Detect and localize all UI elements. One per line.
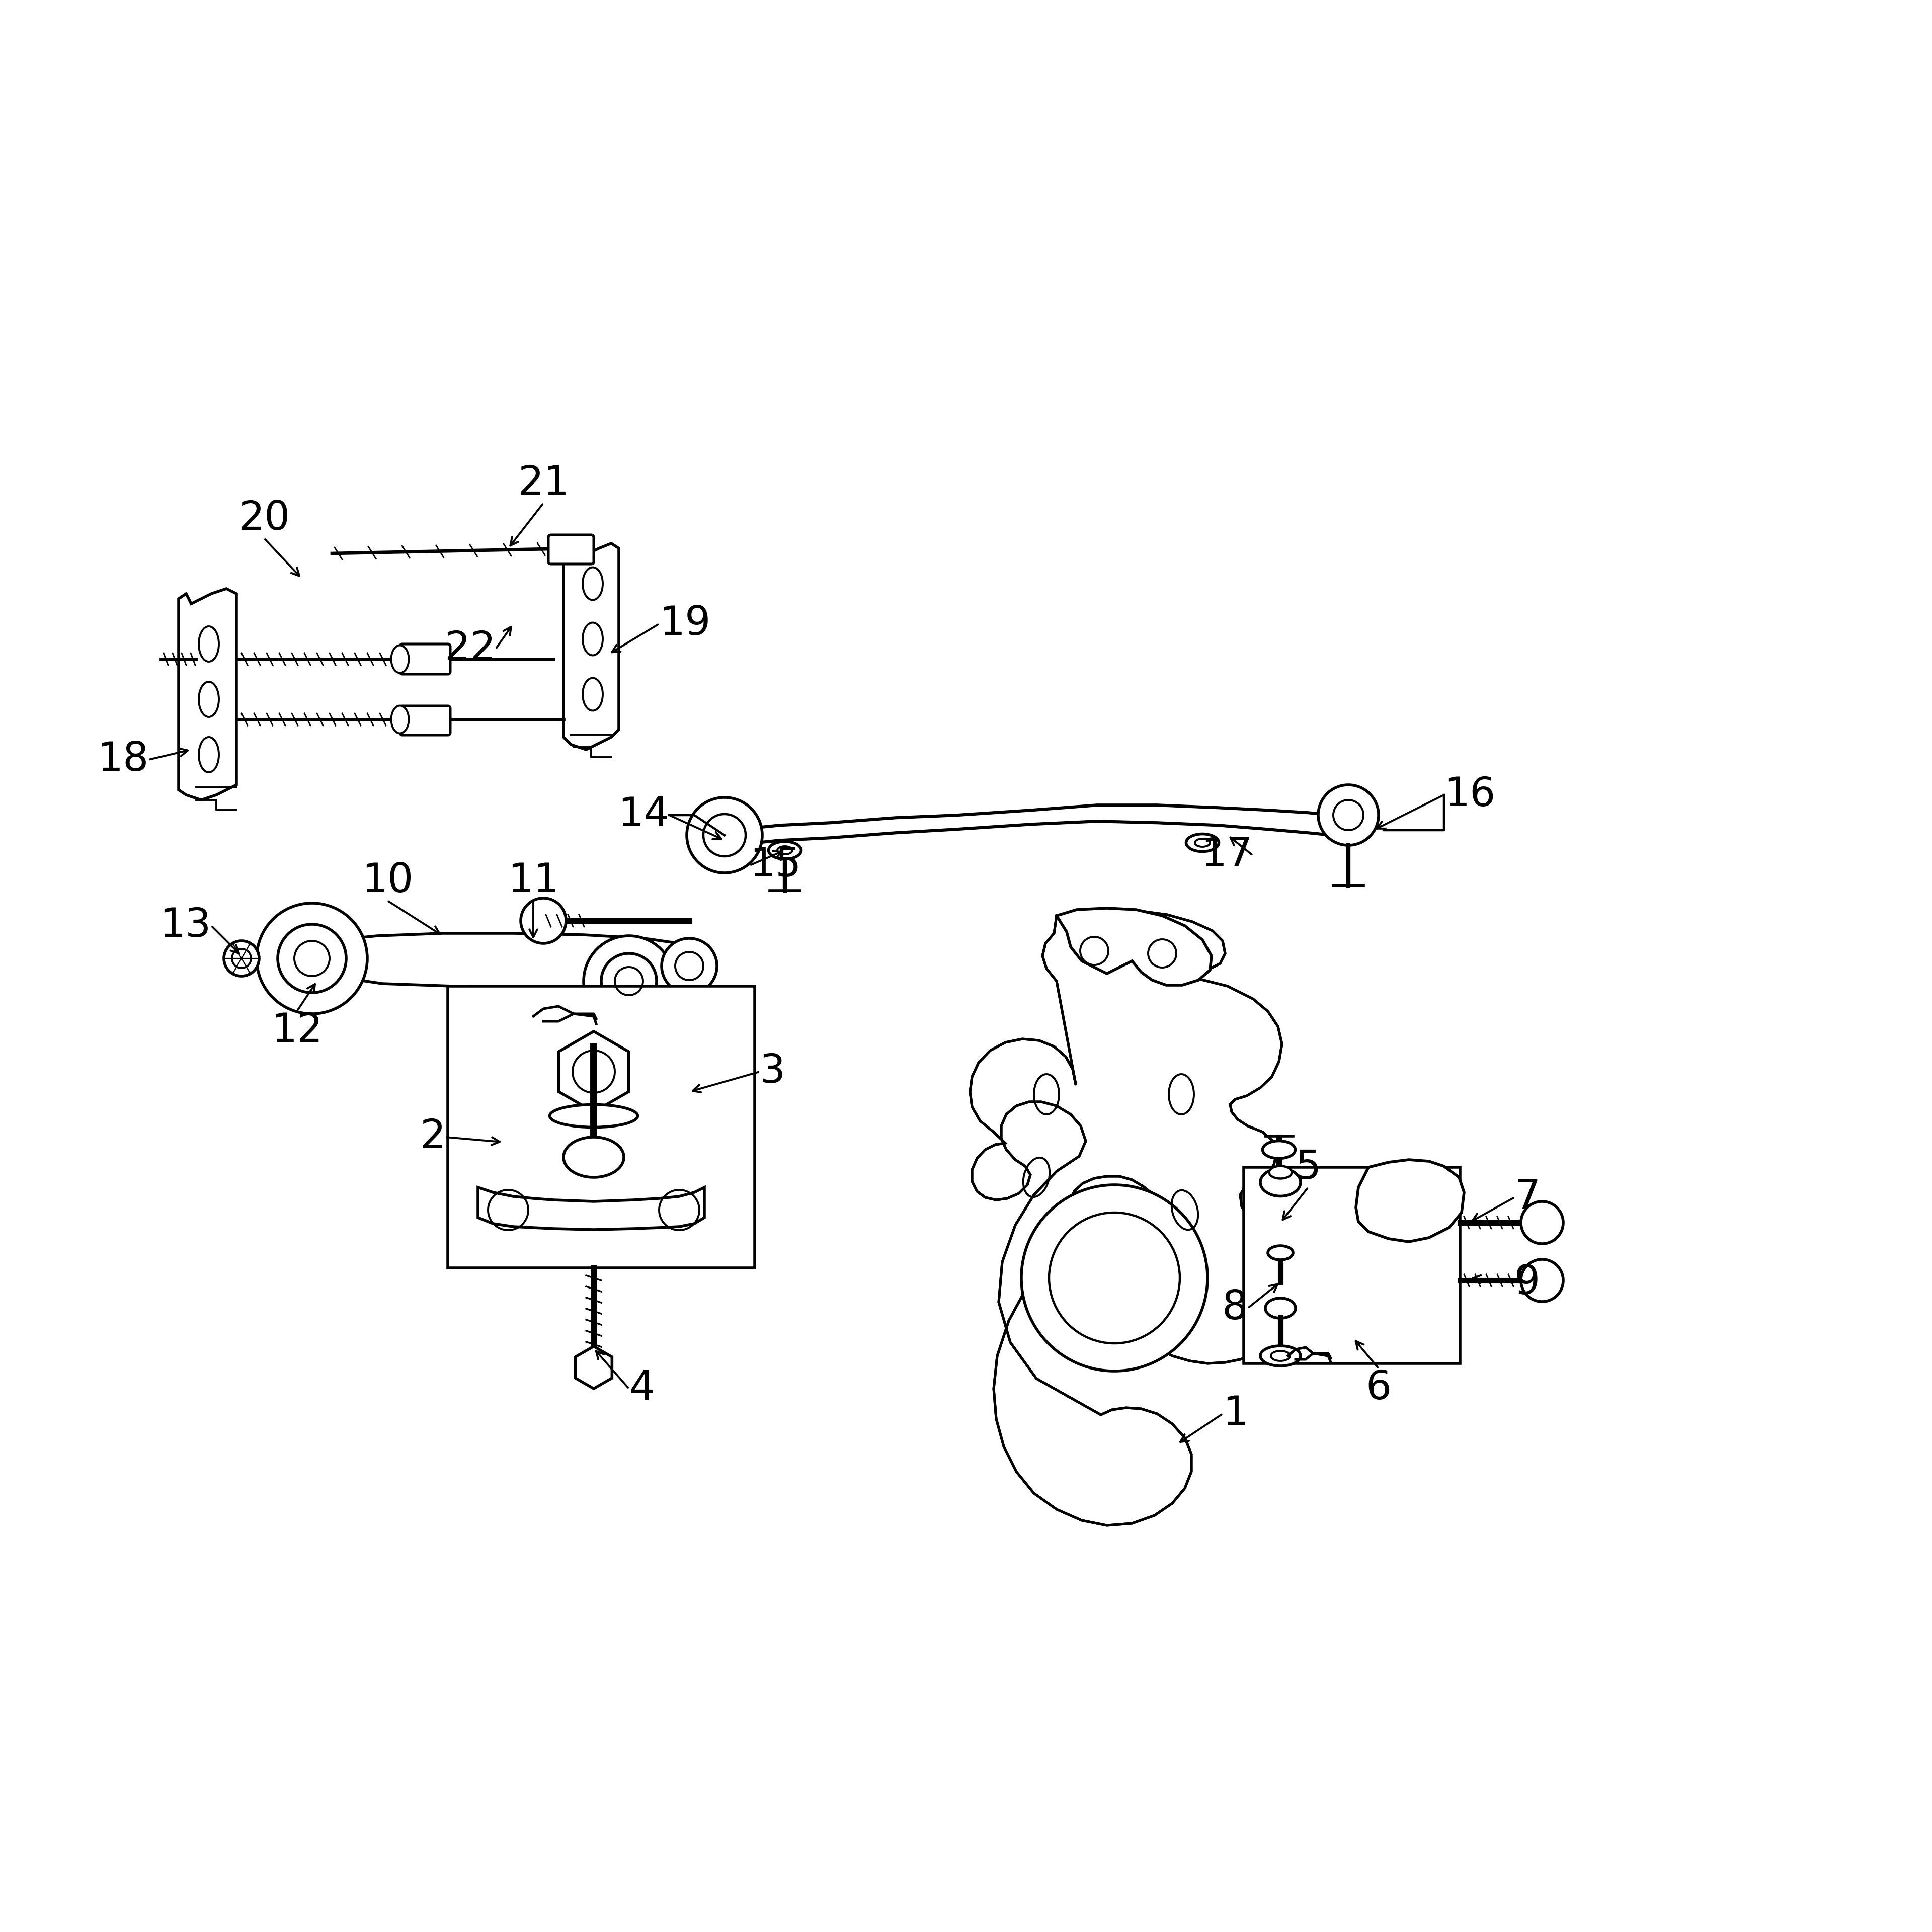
Text: 16: 16	[1443, 775, 1495, 815]
Text: 14: 14	[618, 796, 668, 835]
Text: 8: 8	[1221, 1289, 1248, 1327]
Polygon shape	[178, 589, 236, 800]
Circle shape	[522, 898, 566, 943]
Text: 10: 10	[361, 862, 413, 900]
Text: 9: 9	[1515, 1264, 1540, 1302]
Ellipse shape	[1264, 1140, 1294, 1159]
Ellipse shape	[1260, 1347, 1300, 1366]
Text: 19: 19	[659, 605, 711, 643]
Ellipse shape	[1267, 1246, 1293, 1260]
Ellipse shape	[390, 645, 410, 672]
Text: 4: 4	[630, 1370, 655, 1408]
Ellipse shape	[1265, 1298, 1296, 1318]
Polygon shape	[970, 910, 1289, 1526]
Ellipse shape	[1186, 835, 1219, 852]
Text: 6: 6	[1366, 1368, 1391, 1408]
Circle shape	[1318, 784, 1379, 846]
Text: 1: 1	[1223, 1395, 1248, 1434]
FancyBboxPatch shape	[549, 535, 593, 564]
Ellipse shape	[390, 705, 410, 734]
Polygon shape	[477, 1188, 705, 1229]
Text: 21: 21	[518, 464, 570, 502]
Ellipse shape	[769, 842, 802, 860]
Ellipse shape	[551, 1105, 638, 1126]
Text: 20: 20	[238, 498, 290, 539]
Text: 15: 15	[750, 846, 802, 885]
Circle shape	[661, 939, 717, 993]
Text: 3: 3	[759, 1053, 786, 1092]
Bar	[1244, 1167, 1461, 1364]
Circle shape	[278, 923, 346, 993]
Bar	[448, 985, 755, 1267]
Ellipse shape	[564, 1138, 624, 1177]
Text: 5: 5	[1294, 1148, 1321, 1188]
Text: 13: 13	[160, 906, 211, 945]
Circle shape	[1049, 1213, 1180, 1343]
FancyBboxPatch shape	[400, 643, 450, 674]
Text: 22: 22	[444, 630, 497, 668]
Circle shape	[583, 935, 674, 1026]
Ellipse shape	[1269, 1167, 1293, 1179]
Polygon shape	[1356, 1159, 1464, 1242]
Ellipse shape	[1260, 1169, 1300, 1196]
Polygon shape	[1057, 908, 1211, 985]
FancyBboxPatch shape	[400, 705, 450, 734]
Text: 7: 7	[1515, 1179, 1540, 1217]
Circle shape	[257, 902, 367, 1014]
Text: 12: 12	[270, 1010, 323, 1051]
Circle shape	[686, 798, 763, 873]
Text: 18: 18	[97, 740, 149, 779]
Text: 2: 2	[419, 1117, 444, 1157]
Circle shape	[1520, 1260, 1563, 1302]
Text: 11: 11	[508, 862, 558, 900]
Text: 17: 17	[1202, 837, 1252, 875]
Circle shape	[1022, 1184, 1208, 1372]
Circle shape	[1520, 1202, 1563, 1244]
Circle shape	[601, 952, 657, 1009]
Polygon shape	[327, 933, 690, 989]
Ellipse shape	[224, 941, 259, 976]
Polygon shape	[564, 543, 618, 750]
